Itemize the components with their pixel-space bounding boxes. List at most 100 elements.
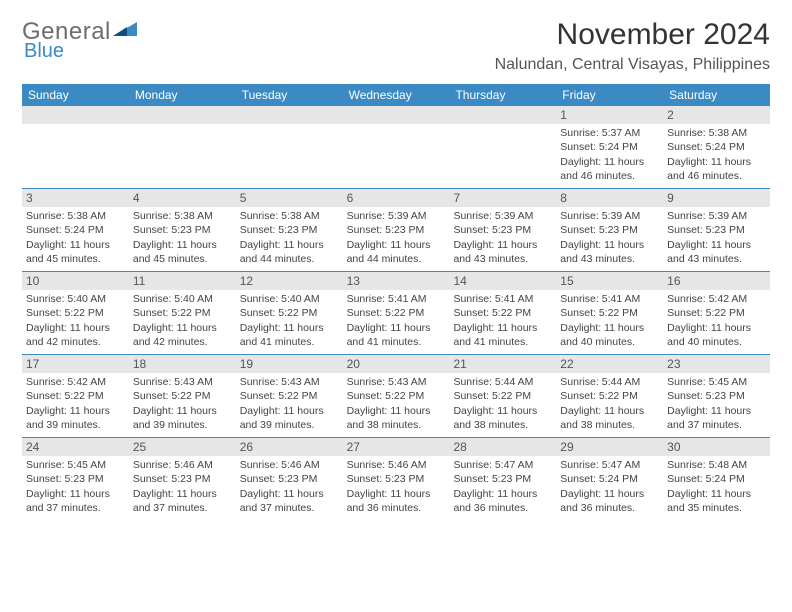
- week-row: 24Sunrise: 5:45 AMSunset: 5:23 PMDayligh…: [22, 437, 770, 520]
- day-sunset: Sunset: 5:22 PM: [560, 306, 659, 320]
- day-day2: and 42 minutes.: [133, 335, 232, 349]
- day-sunset: Sunset: 5:24 PM: [560, 472, 659, 486]
- day-day1: Daylight: 11 hours: [667, 238, 766, 252]
- day-cell: 19Sunrise: 5:43 AMSunset: 5:22 PMDayligh…: [236, 355, 343, 437]
- day-cell: 11Sunrise: 5:40 AMSunset: 5:22 PMDayligh…: [129, 272, 236, 354]
- day-day2: and 45 minutes.: [26, 252, 125, 266]
- logo: General Blue: [22, 18, 139, 63]
- day-day1: Daylight: 11 hours: [26, 238, 125, 252]
- day-sunrise: Sunrise: 5:44 AM: [560, 375, 659, 389]
- day-number: 27: [343, 438, 450, 456]
- day-number: [129, 106, 236, 124]
- day-day1: Daylight: 11 hours: [26, 321, 125, 335]
- day-day2: and 39 minutes.: [133, 418, 232, 432]
- day-day2: and 39 minutes.: [240, 418, 339, 432]
- day-cell: 13Sunrise: 5:41 AMSunset: 5:22 PMDayligh…: [343, 272, 450, 354]
- weekday-header: Monday: [129, 84, 236, 106]
- day-day1: Daylight: 11 hours: [133, 238, 232, 252]
- day-sunset: Sunset: 5:24 PM: [667, 140, 766, 154]
- weekday-header: Friday: [556, 84, 663, 106]
- logo-triangle-icon: [113, 20, 139, 43]
- day-day2: and 46 minutes.: [667, 169, 766, 183]
- day-sunset: Sunset: 5:23 PM: [133, 472, 232, 486]
- day-number: [343, 106, 450, 124]
- day-sunrise: Sunrise: 5:39 AM: [560, 209, 659, 223]
- day-sunset: Sunset: 5:22 PM: [240, 306, 339, 320]
- day-cell: 12Sunrise: 5:40 AMSunset: 5:22 PMDayligh…: [236, 272, 343, 354]
- day-cell: 8Sunrise: 5:39 AMSunset: 5:23 PMDaylight…: [556, 189, 663, 271]
- day-day1: Daylight: 11 hours: [26, 487, 125, 501]
- day-day2: and 43 minutes.: [453, 252, 552, 266]
- day-day1: Daylight: 11 hours: [560, 487, 659, 501]
- day-day2: and 42 minutes.: [26, 335, 125, 349]
- month-title: November 2024: [495, 18, 770, 52]
- day-day2: and 43 minutes.: [560, 252, 659, 266]
- day-day1: Daylight: 11 hours: [133, 487, 232, 501]
- day-sunrise: Sunrise: 5:46 AM: [347, 458, 446, 472]
- day-cell-empty: [236, 106, 343, 188]
- day-day2: and 39 minutes.: [26, 418, 125, 432]
- week-row: 10Sunrise: 5:40 AMSunset: 5:22 PMDayligh…: [22, 271, 770, 354]
- day-day1: Daylight: 11 hours: [240, 321, 339, 335]
- day-number: 21: [449, 355, 556, 373]
- day-cell: 16Sunrise: 5:42 AMSunset: 5:22 PMDayligh…: [663, 272, 770, 354]
- day-number: 25: [129, 438, 236, 456]
- day-day2: and 38 minutes.: [560, 418, 659, 432]
- day-cell: 6Sunrise: 5:39 AMSunset: 5:23 PMDaylight…: [343, 189, 450, 271]
- day-cell: 4Sunrise: 5:38 AMSunset: 5:23 PMDaylight…: [129, 189, 236, 271]
- day-day1: Daylight: 11 hours: [560, 238, 659, 252]
- day-day2: and 41 minutes.: [347, 335, 446, 349]
- week-row: 17Sunrise: 5:42 AMSunset: 5:22 PMDayligh…: [22, 354, 770, 437]
- day-sunrise: Sunrise: 5:47 AM: [560, 458, 659, 472]
- day-sunrise: Sunrise: 5:41 AM: [560, 292, 659, 306]
- day-day2: and 38 minutes.: [347, 418, 446, 432]
- day-sunrise: Sunrise: 5:45 AM: [667, 375, 766, 389]
- day-number: 20: [343, 355, 450, 373]
- day-number: 11: [129, 272, 236, 290]
- weekday-header: Thursday: [449, 84, 556, 106]
- weeks-container: 1Sunrise: 5:37 AMSunset: 5:24 PMDaylight…: [22, 106, 770, 520]
- day-sunset: Sunset: 5:23 PM: [133, 223, 232, 237]
- day-sunset: Sunset: 5:22 PM: [240, 389, 339, 403]
- weekday-header: Saturday: [663, 84, 770, 106]
- weekday-header-row: Sunday Monday Tuesday Wednesday Thursday…: [22, 84, 770, 106]
- day-cell: 21Sunrise: 5:44 AMSunset: 5:22 PMDayligh…: [449, 355, 556, 437]
- day-sunset: Sunset: 5:24 PM: [560, 140, 659, 154]
- day-cell-empty: [343, 106, 450, 188]
- day-sunset: Sunset: 5:23 PM: [26, 472, 125, 486]
- day-cell-empty: [129, 106, 236, 188]
- day-sunrise: Sunrise: 5:42 AM: [26, 375, 125, 389]
- day-number: 30: [663, 438, 770, 456]
- day-number: 5: [236, 189, 343, 207]
- day-sunset: Sunset: 5:22 PM: [26, 389, 125, 403]
- day-day1: Daylight: 11 hours: [240, 487, 339, 501]
- day-sunset: Sunset: 5:22 PM: [347, 389, 446, 403]
- day-sunrise: Sunrise: 5:38 AM: [26, 209, 125, 223]
- day-day2: and 37 minutes.: [133, 501, 232, 515]
- day-sunset: Sunset: 5:23 PM: [347, 472, 446, 486]
- day-cell: 18Sunrise: 5:43 AMSunset: 5:22 PMDayligh…: [129, 355, 236, 437]
- day-number: 24: [22, 438, 129, 456]
- day-sunrise: Sunrise: 5:44 AM: [453, 375, 552, 389]
- day-day1: Daylight: 11 hours: [667, 155, 766, 169]
- day-cell: 7Sunrise: 5:39 AMSunset: 5:23 PMDaylight…: [449, 189, 556, 271]
- day-sunset: Sunset: 5:23 PM: [240, 223, 339, 237]
- day-day1: Daylight: 11 hours: [133, 404, 232, 418]
- weekday-header: Sunday: [22, 84, 129, 106]
- day-day2: and 43 minutes.: [667, 252, 766, 266]
- day-cell: 24Sunrise: 5:45 AMSunset: 5:23 PMDayligh…: [22, 438, 129, 520]
- day-number: 16: [663, 272, 770, 290]
- day-day2: and 45 minutes.: [133, 252, 232, 266]
- day-sunrise: Sunrise: 5:40 AM: [26, 292, 125, 306]
- day-day2: and 38 minutes.: [453, 418, 552, 432]
- day-sunrise: Sunrise: 5:39 AM: [347, 209, 446, 223]
- day-day2: and 41 minutes.: [240, 335, 339, 349]
- day-day2: and 46 minutes.: [560, 169, 659, 183]
- day-sunrise: Sunrise: 5:48 AM: [667, 458, 766, 472]
- day-number: 4: [129, 189, 236, 207]
- day-sunset: Sunset: 5:22 PM: [133, 306, 232, 320]
- day-number: [22, 106, 129, 124]
- day-sunset: Sunset: 5:23 PM: [453, 472, 552, 486]
- weekday-header: Tuesday: [236, 84, 343, 106]
- day-sunset: Sunset: 5:23 PM: [667, 389, 766, 403]
